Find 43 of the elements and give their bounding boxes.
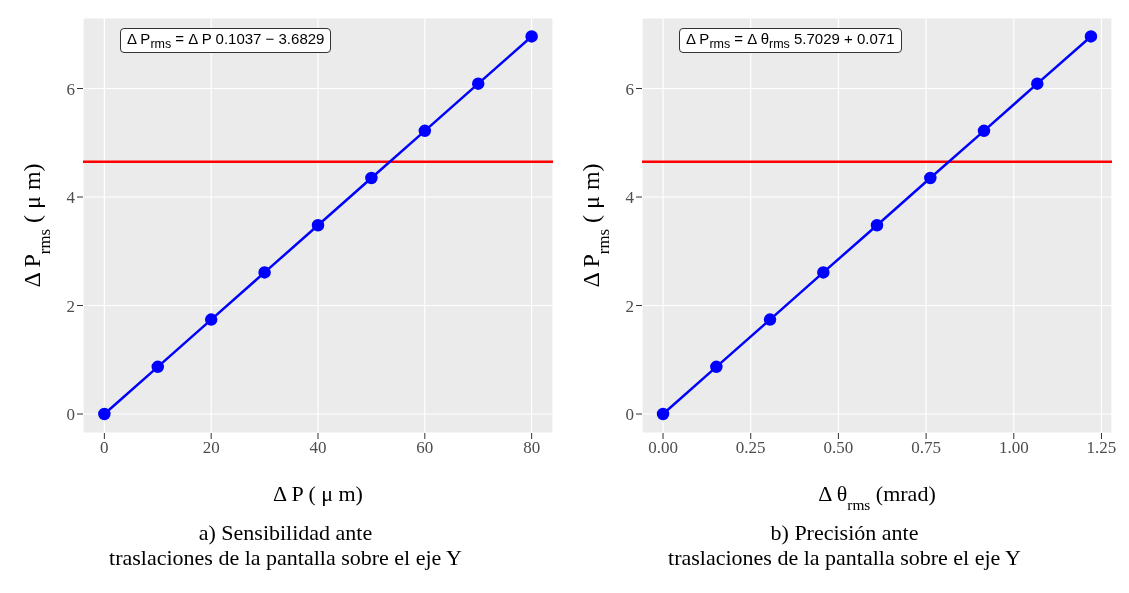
point (204, 313, 218, 326)
x-tick-label: 0.25 (735, 438, 766, 458)
y-tick-label: 6 (66, 79, 75, 99)
x-tick-label: 0.00 (648, 438, 678, 458)
y-tick-label: 0 (66, 405, 75, 425)
x-tick-label: 20 (202, 438, 220, 458)
point (1031, 77, 1044, 90)
point (763, 313, 777, 326)
point (817, 266, 830, 279)
point (710, 360, 723, 374)
point (471, 77, 485, 90)
point (98, 407, 111, 421)
point (525, 30, 538, 43)
point (311, 218, 325, 232)
y-tick-label: 2 (66, 296, 75, 316)
y-tick-label: 4 (66, 188, 76, 208)
y-tick-label: 4 (625, 188, 635, 208)
point (258, 266, 271, 279)
annotation: Δ P$_{rms}$ = Δ P 0.1037 − 3.6829 (120, 28, 332, 53)
x-tick-label: 0 (100, 438, 109, 458)
text: a) Sensibilidad ante traslaciones de la pantalla sobre el eje Y (108, 520, 463, 570)
point (656, 407, 670, 421)
point (1084, 30, 1098, 43)
x-tick-label: 80 (523, 438, 541, 458)
y-tick-label: 6 (625, 79, 634, 99)
x-axis-title: Δ θ$_{rms}$ (mrad) (818, 481, 936, 513)
x-tick-label: 40 (309, 438, 327, 458)
point (365, 171, 378, 185)
y-tick-label: 2 (625, 296, 634, 316)
y-tick-label: 0 (625, 405, 634, 425)
point (151, 360, 165, 374)
x-axis-title: Δ P ( μ m) (273, 481, 363, 506)
x-tick-label: 1.25 (1086, 438, 1117, 458)
x-tick-label: 60 (416, 438, 434, 458)
point (870, 218, 884, 232)
point (924, 171, 937, 185)
x-tick-label: 0.50 (823, 438, 854, 458)
annotation: Δ P$_{rms}$ = Δ θ$_{rms}$ 5.7029 + 0.071 (679, 28, 902, 53)
text: b) Precisión ante traslaciones de la pantalla sobre el eje Y (667, 520, 1022, 570)
point (977, 124, 991, 138)
x-tick-label: 1.00 (998, 438, 1029, 458)
point (418, 124, 432, 138)
x-tick-label: 0.75 (911, 438, 941, 458)
